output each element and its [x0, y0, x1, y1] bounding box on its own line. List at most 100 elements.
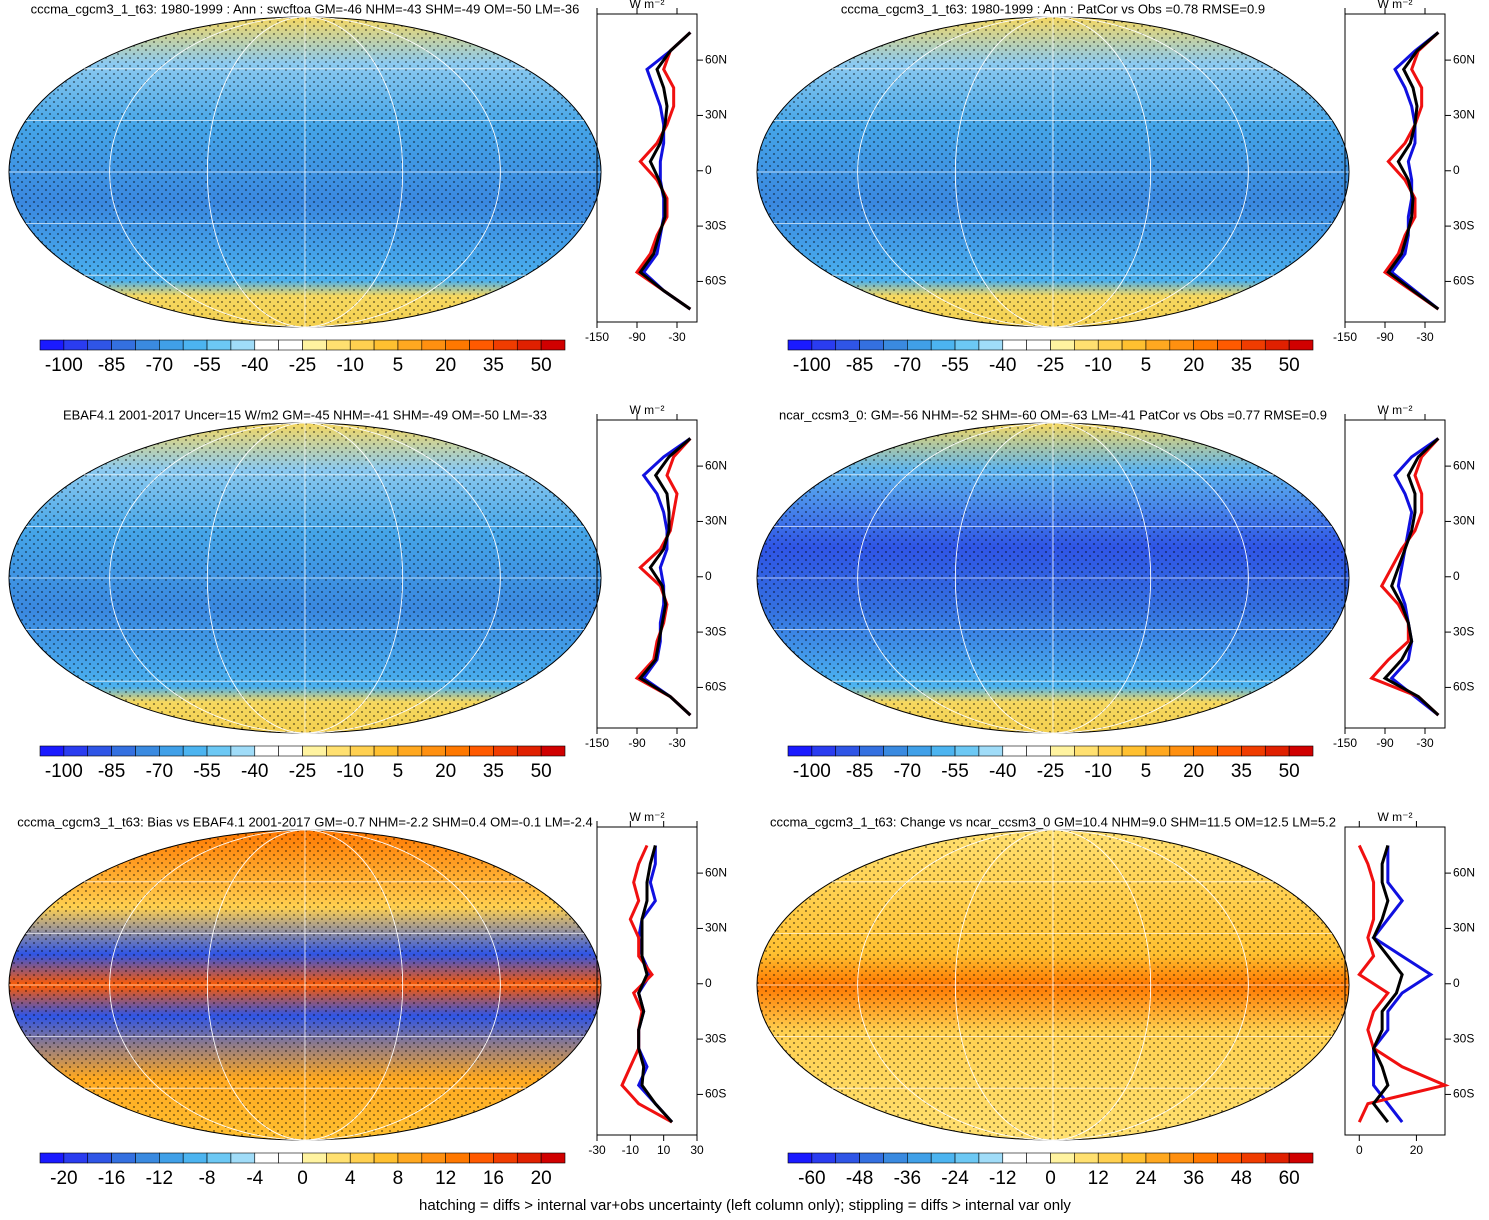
y-tick-label: 30S: [705, 624, 726, 638]
colorbar-swatch: [883, 340, 907, 350]
colorbar-label: 8: [393, 1168, 404, 1189]
colorbar-swatch: [1146, 340, 1170, 350]
colorbar-label: 24: [1135, 1168, 1157, 1189]
colorbar-swatch: [1170, 746, 1194, 756]
colorbar-label: 0: [297, 1168, 308, 1189]
colorbar-swatch: [1289, 746, 1313, 756]
colorbar-swatch: [907, 746, 931, 756]
y-tick-label: 60S: [1453, 680, 1474, 694]
colorbar-swatch: [1265, 746, 1289, 756]
panel: cccma_cgcm3_1_t63: 1980-1999 : Ann : swc…: [9, 0, 727, 376]
colorbar-swatch: [1122, 340, 1146, 350]
y-tick-label: 30S: [1453, 218, 1474, 232]
colorbar-swatch: [1289, 1153, 1313, 1163]
colorbar-swatch: [812, 1153, 836, 1163]
panel: cccma_cgcm3_1_t63: Bias vs EBAF4.1 2001-…: [9, 810, 727, 1189]
y-tick-label: 30N: [1453, 108, 1475, 122]
colorbar-swatch: [931, 1153, 955, 1163]
colorbar-label: -40: [989, 355, 1016, 376]
y-tick-label: 60N: [1453, 52, 1475, 66]
colorbar-swatch: [135, 1153, 159, 1163]
colorbar-swatch: [1051, 746, 1075, 756]
profile-line: [639, 845, 672, 1122]
colorbar-swatch: [279, 746, 303, 756]
colorbar-swatch: [493, 1153, 517, 1163]
colorbar-label: -48: [846, 1168, 873, 1189]
colorbar-swatch: [1122, 1153, 1146, 1163]
colorbar-swatch: [1265, 1153, 1289, 1163]
y-tick-label: 60S: [705, 680, 726, 694]
colorbar-label: -85: [846, 761, 873, 782]
colorbar-swatch: [541, 746, 565, 756]
colorbar-swatch: [1146, 746, 1170, 756]
y-tick-label: 30S: [1453, 1031, 1474, 1045]
colorbar-swatch: [470, 340, 494, 350]
colorbar-label: -12: [146, 1168, 173, 1189]
x-unit: W m⁻²: [630, 810, 665, 824]
colorbar-swatch: [40, 746, 64, 756]
colorbar-swatch: [159, 340, 183, 350]
panel: EBAF4.1 2001-2017 Uncer=15 W/m2 GM=-45 N…: [9, 403, 727, 782]
profile-line: [1374, 845, 1403, 1122]
colorbar-swatch: [812, 340, 836, 350]
x-unit: W m⁻²: [1378, 810, 1413, 824]
x-tick-label: 0: [1356, 1143, 1363, 1157]
colorbar-swatch: [112, 1153, 136, 1163]
colorbar-swatch: [860, 1153, 884, 1163]
colorbar-swatch: [470, 746, 494, 756]
colorbar-swatch: [1218, 1153, 1242, 1163]
colorbar-swatch: [350, 340, 374, 350]
x-tick-label: -30: [668, 736, 686, 750]
colorbar-label: -55: [193, 761, 220, 782]
colorbar-label: 48: [1231, 1168, 1252, 1189]
colorbar-label: -85: [846, 355, 873, 376]
colorbar-swatch: [517, 340, 541, 350]
colorbar-swatch: [1074, 1153, 1098, 1163]
colorbar-swatch: [1027, 1153, 1051, 1163]
colorbar-swatch: [931, 746, 955, 756]
colorbar-label: -55: [193, 355, 220, 376]
colorbar-label: 16: [483, 1168, 504, 1189]
colorbar-swatch: [398, 340, 422, 350]
y-tick-label: 30S: [705, 1031, 726, 1045]
colorbar-swatch: [836, 746, 860, 756]
colorbar-swatch: [88, 746, 112, 756]
colorbar-label: 20: [1183, 355, 1204, 376]
colorbar-swatch: [1241, 746, 1265, 756]
colorbar-swatch: [326, 1153, 350, 1163]
colorbar-label: 12: [435, 1168, 456, 1189]
colorbar-swatch: [788, 746, 812, 756]
colorbar-swatch: [183, 746, 207, 756]
x-tick-label: -150: [585, 330, 609, 344]
colorbar-label: -70: [146, 761, 173, 782]
colorbar-swatch: [1003, 746, 1027, 756]
panel: ncar_ccsm3_0: GM=-56 NHM=-52 SHM=-60 OM=…: [757, 403, 1475, 782]
panel-title: cccma_cgcm3_1_t63: Change vs ncar_ccsm3_…: [770, 814, 1336, 829]
colorbar-swatch: [1241, 340, 1265, 350]
colorbar-swatch: [374, 1153, 398, 1163]
colorbar-label: -25: [289, 355, 316, 376]
colorbar-swatch: [1074, 746, 1098, 756]
x-unit: W m⁻²: [630, 0, 665, 11]
x-tick-label: -10: [622, 1143, 640, 1157]
colorbar-label: 5: [1141, 355, 1152, 376]
colorbar-swatch: [40, 1153, 64, 1163]
colorbar-label: -70: [894, 355, 921, 376]
colorbar-swatch: [931, 340, 955, 350]
x-unit: W m⁻²: [1378, 0, 1413, 11]
colorbar-swatch: [979, 1153, 1003, 1163]
colorbar-label: -70: [146, 355, 173, 376]
colorbar-swatch: [64, 340, 88, 350]
colorbar-swatch: [40, 340, 64, 350]
colorbar-label: -10: [336, 761, 363, 782]
colorbar-swatch: [207, 1153, 231, 1163]
colorbar-swatch: [422, 340, 446, 350]
colorbar-swatch: [207, 746, 231, 756]
colorbar-swatch: [422, 1153, 446, 1163]
colorbar-label: 20: [435, 355, 456, 376]
y-tick-label: 60S: [1453, 274, 1474, 288]
colorbar-swatch: [1194, 340, 1218, 350]
profile-line: [1392, 438, 1439, 715]
y-tick-label: 60N: [1453, 865, 1475, 879]
